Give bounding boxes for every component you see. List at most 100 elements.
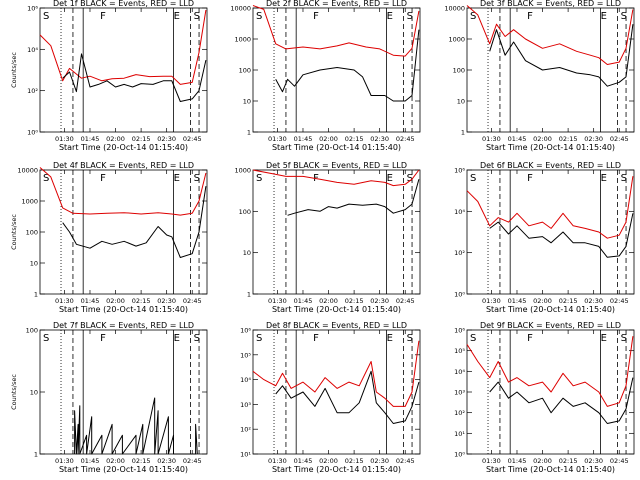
events-series-line	[275, 370, 420, 424]
x-tick-label: 02:45	[183, 457, 202, 465]
x-tick-label: 01:30	[268, 135, 287, 143]
x-tick-label: 02:15	[132, 135, 151, 143]
x-tick-label: 01:30	[482, 297, 501, 305]
x-tick-label: 02:15	[132, 297, 151, 305]
x-axis-label: Start Time (20-Oct-14 01:15:40)	[59, 143, 188, 152]
x-tick-label: 02:00	[533, 457, 552, 465]
phase-label: S	[194, 333, 200, 344]
x-tick-label: 02:30	[584, 457, 603, 465]
x-tick-label: 02:45	[183, 135, 202, 143]
panel-title: Det 4f BLACK = Events, RED = LLD	[53, 161, 194, 170]
x-tick-label: 02:45	[610, 135, 629, 143]
events-series-line	[62, 53, 207, 102]
events-series-line	[489, 377, 634, 424]
y-tick-label: 10⁴	[454, 368, 465, 376]
y-tick-label: 10⁶	[27, 5, 38, 13]
x-tick-label: 02:15	[345, 457, 364, 465]
lld-series-line	[39, 167, 207, 216]
phase-label: E	[601, 11, 607, 22]
phase-label: S	[621, 11, 627, 22]
x-tick-label: 02:30	[370, 135, 389, 143]
phase-label: S	[621, 333, 627, 344]
y-axis-label: Counts/sec	[10, 52, 18, 88]
x-tick-label: 01:30	[268, 297, 287, 305]
x-tick-label: 01:45	[294, 297, 313, 305]
x-tick-label: 02:15	[559, 457, 578, 465]
y-tick-label: 10⁶	[454, 327, 465, 335]
x-tick-label: 02:15	[345, 297, 364, 305]
x-tick-label: 01:30	[482, 135, 501, 143]
lld-series-line	[466, 176, 634, 239]
panel-title: Det 7f BLACK = Events, RED = LLD	[53, 321, 194, 330]
phase-label: S	[43, 173, 49, 184]
y-tick-label: 1	[247, 291, 251, 299]
y-tick-label: 10⁴	[240, 376, 251, 384]
plot-frame	[466, 169, 635, 295]
y-tick-label: 100	[26, 229, 38, 237]
plot-frame	[252, 169, 421, 295]
detector-panel-5: Det 5f BLACK = Events, RED = LLD Start Ti…	[234, 161, 421, 314]
y-tick-label: 1	[34, 451, 38, 459]
x-tick-label: 02:15	[132, 457, 151, 465]
y-tick-label: 10²	[454, 249, 465, 257]
y-tick-label: 100	[26, 327, 38, 335]
panel-title: Det 1f BLACK = Events, RED = LLD	[53, 0, 194, 8]
x-tick-label: 02:45	[610, 297, 629, 305]
x-tick-label: 01:30	[55, 297, 74, 305]
x-tick-label: 02:30	[584, 135, 603, 143]
x-axis-label: Start Time (20-Oct-14 01:15:40)	[272, 305, 401, 314]
x-tick-label: 02:45	[396, 457, 415, 465]
y-tick-label: 10⁶	[454, 167, 465, 175]
events-series-line	[275, 29, 420, 102]
phase-label: F	[527, 11, 533, 22]
phase-label: F	[100, 173, 106, 184]
panel-title: Det 3f BLACK = Events, RED = LLD	[480, 0, 621, 8]
x-tick-label: 01:30	[55, 135, 74, 143]
y-tick-label: 10000	[444, 5, 465, 13]
y-tick-label: 10	[243, 249, 251, 257]
x-tick-label: 02:45	[396, 135, 415, 143]
y-tick-label: 10	[30, 389, 38, 397]
panel-title: Det 8f BLACK = Events, RED = LLD	[266, 321, 407, 330]
x-axis-label: Start Time (20-Oct-14 01:15:40)	[486, 465, 615, 474]
phase-label: F	[100, 333, 106, 344]
x-tick-label: 01:30	[268, 457, 287, 465]
events-series-line	[74, 397, 198, 455]
phase-label: S	[43, 333, 49, 344]
detector-panel-7: Det 7f BLACK = Events, RED = LLD Start Ti…	[10, 321, 208, 474]
panel-title: Det 5f BLACK = Events, RED = LLD	[266, 161, 407, 170]
x-tick-label: 02:00	[319, 135, 338, 143]
x-tick-label: 02:00	[319, 457, 338, 465]
x-tick-label: 02:00	[106, 297, 125, 305]
phase-label: S	[407, 333, 413, 344]
detector-panel-8: Det 8f BLACK = Events, RED = LLD Start Ti…	[240, 321, 421, 474]
events-series-line	[287, 179, 420, 216]
detector-panel-9: Det 9f BLACK = Events, RED = LLD Start Ti…	[454, 321, 635, 474]
plot-frame	[39, 169, 208, 295]
lld-series-line	[252, 5, 420, 57]
x-tick-label: 01:30	[55, 457, 74, 465]
x-tick-label: 02:45	[610, 457, 629, 465]
x-tick-label: 02:45	[396, 297, 415, 305]
y-tick-label: 100	[239, 67, 251, 75]
phase-label: F	[313, 11, 319, 22]
x-tick-label: 01:45	[294, 457, 313, 465]
phase-label: F	[313, 333, 319, 344]
y-tick-label: 10⁶	[240, 327, 251, 335]
phase-label: S	[256, 333, 262, 344]
lld-series-line	[466, 5, 634, 65]
phase-label: S	[194, 173, 200, 184]
phase-label: S	[256, 11, 262, 22]
x-tick-label: 02:30	[157, 457, 176, 465]
detector-panel-1: Det 1f BLACK = Events, RED = LLD Start Ti…	[10, 0, 208, 152]
x-tick-label: 02:00	[533, 135, 552, 143]
x-tick-label: 02:00	[319, 297, 338, 305]
y-tick-label: 1	[34, 291, 38, 299]
y-tick-label: 10²	[454, 409, 465, 417]
phase-label: F	[527, 333, 533, 344]
plot-frame	[39, 329, 208, 455]
events-series-line	[489, 24, 634, 87]
lld-series-line	[252, 169, 420, 187]
phase-label: S	[470, 333, 476, 344]
